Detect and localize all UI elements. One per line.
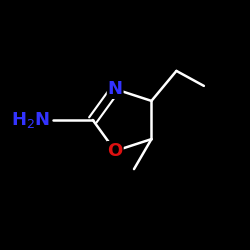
Text: O: O bbox=[108, 142, 123, 160]
Text: N: N bbox=[108, 80, 123, 98]
Text: H$_2$N: H$_2$N bbox=[11, 110, 50, 130]
